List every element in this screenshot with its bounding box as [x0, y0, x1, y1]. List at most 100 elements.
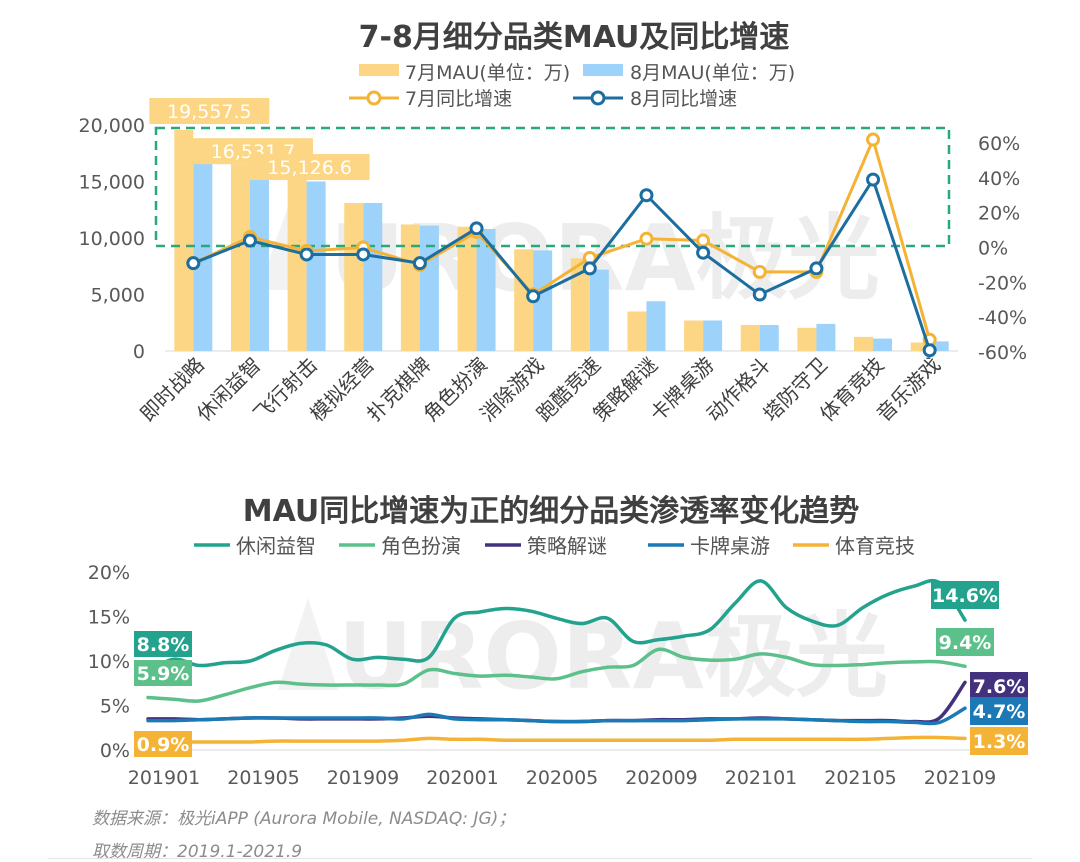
point-aug-growth [299, 247, 314, 262]
chart2-legend: 休闲益智 角色扮演 策略解谜 卡牌桌游 体育竞技 [194, 534, 915, 558]
y-right-tick-label: 0% [978, 238, 1008, 260]
bar-aug-mau [929, 341, 949, 351]
x-category-label: 音乐游戏 [872, 353, 946, 427]
end-label: 14.6% [932, 585, 998, 607]
chart2-value-labels: 8.8% 5.9% 0.9% 14.6% 9.4% 7.6% 4.7% 1.3% [134, 581, 1028, 757]
point-jul-growth [866, 132, 881, 147]
y-left-tick-label: 15,000 [79, 172, 145, 194]
legend-marker-aug-line [590, 90, 606, 106]
series-line [146, 647, 967, 703]
bar-aug-mau [816, 323, 836, 351]
bar-jul-mau [740, 325, 760, 351]
point-aug-growth [469, 221, 484, 236]
data-label-box [249, 154, 370, 181]
bar-jul-mau [230, 164, 250, 351]
footer-divider [48, 858, 1032, 859]
legend-label-aug-growth: 8月同比增速 [630, 88, 737, 110]
end-label-box [936, 628, 994, 656]
start-label-box [134, 631, 192, 657]
bar-jul-mau [457, 226, 477, 351]
bar-aug-mau [193, 158, 213, 351]
legend-label: 策略解谜 [527, 534, 607, 558]
bar-aug-mau [646, 301, 666, 351]
bar-aug-mau [589, 269, 609, 351]
legend-swatch-aug-bar [583, 64, 623, 76]
y-tick-label: 15% [88, 607, 130, 629]
x-tick-label: 202009 [625, 767, 698, 789]
y-left-tick-label: 5,000 [91, 285, 145, 307]
chart1-title: 7-8月细分品类MAU及同比增速 [359, 20, 790, 55]
legend-swatch-jul-bar [359, 64, 399, 76]
chart1-bars [174, 130, 949, 351]
y-right-tick-label: 40% [978, 168, 1020, 190]
bar-aug-mau [419, 225, 439, 351]
legend-label: 卡牌桌游 [690, 534, 770, 558]
bar-jul-mau [684, 320, 704, 351]
legend-marker-jul-line [366, 90, 382, 106]
point-aug-growth [922, 343, 937, 358]
bar-jul-mau [854, 336, 874, 351]
point-jul-growth [752, 264, 767, 279]
point-jul-growth [639, 231, 654, 246]
x-tick-label: 202101 [725, 767, 798, 789]
chart1-legend: 7月MAU(单位：万) 8月MAU(单位：万) 7月同比增速 8月同比增速 [349, 62, 795, 110]
x-tick-label: 201901 [128, 767, 201, 789]
point-aug-growth [186, 256, 201, 271]
point-aug-growth [526, 289, 541, 304]
bar-aug-mau [533, 250, 553, 351]
bar-jul-mau [514, 249, 534, 351]
bar-aug-mau [476, 228, 496, 351]
y-left-tick-label: 20,000 [79, 115, 145, 137]
end-label: 4.7% [973, 701, 1026, 723]
bar-jul-mau [287, 180, 307, 351]
series-line [146, 735, 967, 744]
bar-aug-mau [759, 325, 779, 351]
legend-label-jul-growth: 7月同比增速 [405, 88, 512, 110]
series-line [146, 578, 967, 674]
y-left-tick-label: 10,000 [79, 228, 145, 250]
start-label: 8.8% [137, 634, 190, 656]
point-aug-growth [242, 233, 257, 248]
end-label: 1.3% [973, 731, 1026, 753]
y-right-tick-label: 60% [978, 133, 1020, 155]
y-tick-label: 10% [88, 651, 130, 673]
point-jul-growth [696, 233, 711, 248]
x-tick-label: 202109 [924, 767, 997, 789]
bar-aug-mau [873, 338, 893, 351]
bar-jul-mau [344, 202, 364, 351]
legend-label: 休闲益智 [236, 534, 316, 558]
point-aug-growth [582, 261, 597, 276]
period-note: 取数周期：2019.1-2021.9 [92, 842, 303, 862]
point-aug-growth [639, 188, 654, 203]
bar-aug-mau [249, 178, 269, 351]
start-label: 5.9% [137, 663, 190, 685]
x-tick-label: 201905 [227, 767, 300, 789]
point-aug-growth [752, 287, 767, 302]
y-tick-label: 20% [88, 562, 130, 584]
end-label-box [931, 581, 999, 609]
legend-label: 体育竞技 [835, 534, 915, 558]
bar-jul-mau [174, 130, 194, 351]
end-label-box [970, 697, 1028, 725]
end-label: 9.4% [939, 632, 992, 654]
bar-jul-mau [627, 311, 647, 351]
y-right-tick-label: -60% [978, 342, 1027, 364]
chart1-lines [186, 132, 937, 358]
y-tick-label: 5% [100, 696, 130, 718]
y-right-tick-label: 20% [978, 203, 1020, 225]
y-right-tick-label: -20% [978, 272, 1027, 294]
end-label-box [970, 727, 1028, 755]
bar-aug-mau [306, 181, 326, 351]
highlight-box [154, 126, 951, 248]
chart1-data-labels: 19,557.516,531.715,126.6 [149, 98, 370, 181]
data-label-box [149, 98, 270, 125]
chart2-title: MAU同比增速为正的细分品类渗透率变化趋势 [243, 494, 860, 529]
bar-jul-mau [400, 224, 420, 351]
y-left-tick-label: 0 [133, 341, 145, 363]
point-aug-growth [696, 245, 711, 260]
legend-label-aug-mau: 8月MAU(单位：万) [630, 62, 795, 84]
start-label: 0.9% [137, 734, 190, 756]
bar-jul-mau [797, 327, 817, 351]
bar-aug-mau [363, 202, 383, 351]
